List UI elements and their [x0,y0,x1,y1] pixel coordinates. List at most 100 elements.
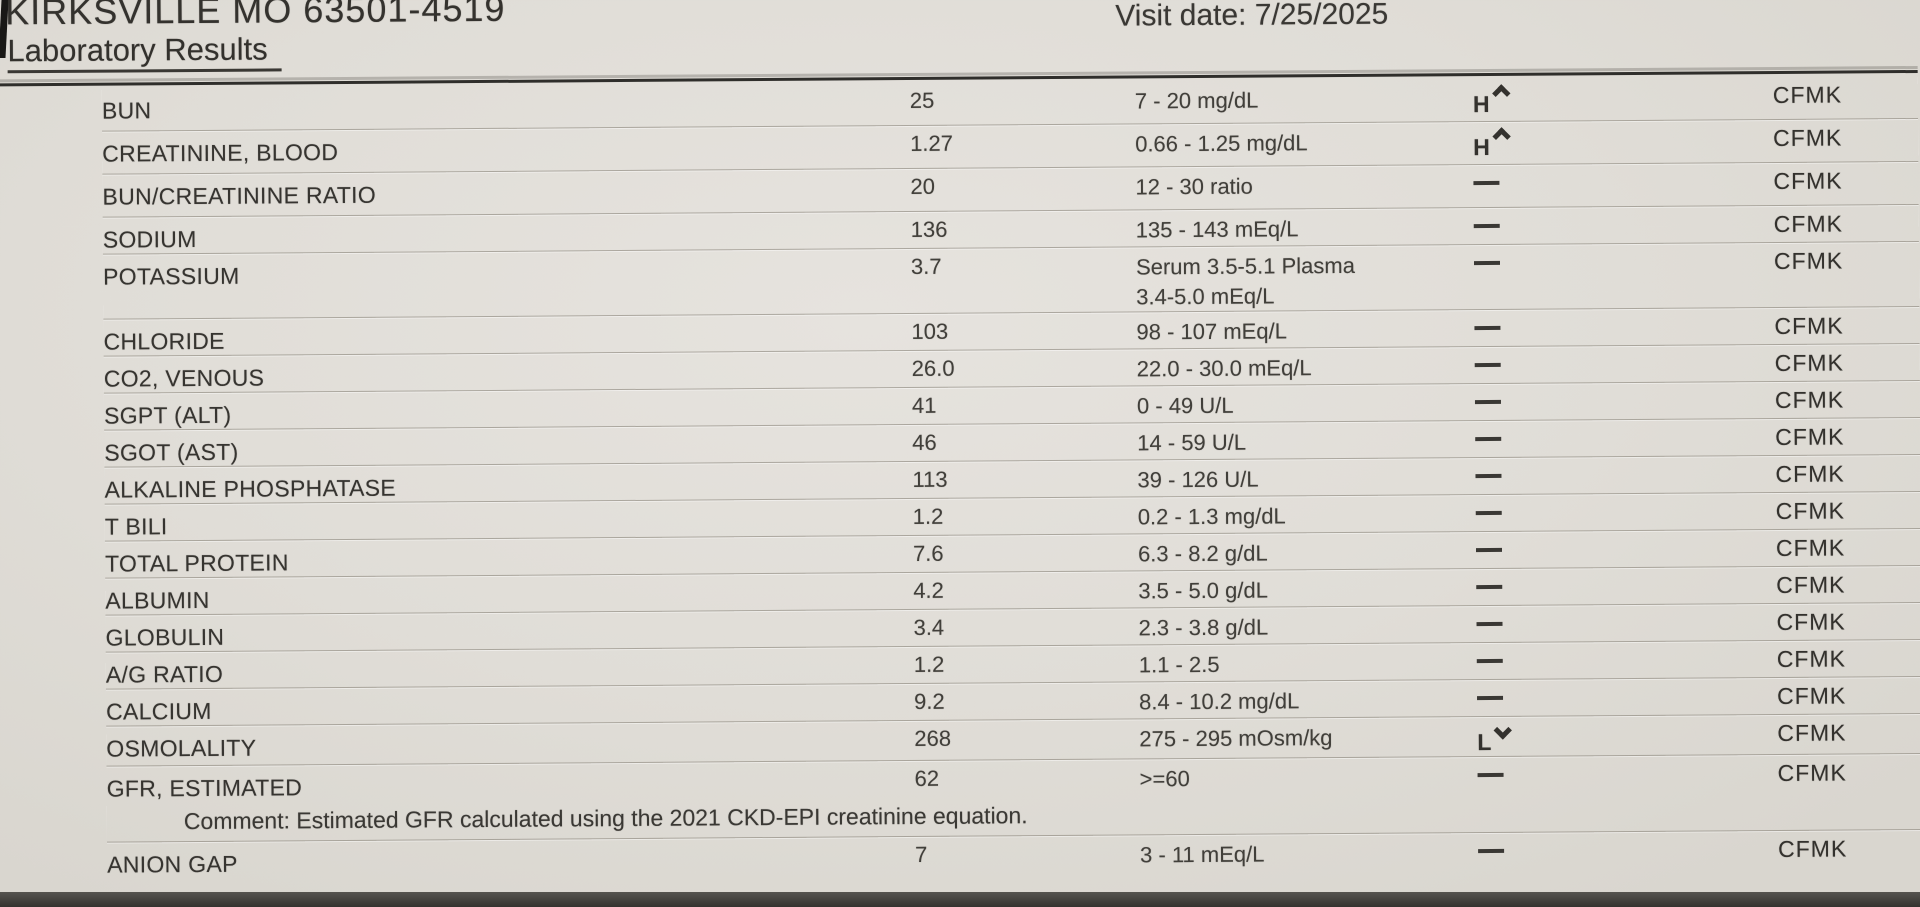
location-code: CFMK [1774,386,1845,414]
dash-icon [1478,849,1505,854]
test-name: ALBUMIN [105,587,210,615]
lab-results-table: BUN 25 7 - 20 mg/dL H CFMK CREATININE, B… [101,75,1920,889]
reference-range-line1: >=60 [1139,766,1190,792]
result-value: 3.7 [910,253,942,280]
table-row: GFR, ESTIMATED 62 >=60 CFMK Comment: Est… [106,754,1920,844]
dash-icon [1475,511,1502,516]
location-code: CFMK [1773,210,1843,237]
abnormal-flag: H [1465,126,1625,161]
abnormal-flag [1469,761,1629,778]
result-value: 1.2 [912,504,944,530]
test-name: GLOBULIN [105,624,225,652]
reference-range: 22.0 - 30.0 mEq/L [1137,353,1467,385]
reference-range: 0 - 49 U/L [1137,390,1467,422]
reference-range: 98 - 107 mEq/L [1136,316,1466,348]
reference-range-line1: 2.3 - 3.8 g/dL [1138,614,1269,641]
clinic-address-line: KIRKSVILLE MO 63501-4519 [5,0,506,33]
result-value: 26.0 [911,356,955,382]
dash-icon [1475,548,1503,553]
abnormal-flag [1465,169,1625,186]
abnormal-flag [1469,684,1629,701]
abnormal-flag: L [1469,721,1629,756]
test-name: ANION GAP [107,851,238,879]
abnormal-flag [1468,499,1628,516]
result-value: 113 [912,467,948,493]
result-value: 136 [910,216,948,243]
dash-icon [1477,773,1504,778]
dash-icon [1475,437,1502,442]
reference-range: 1.1 - 2.5 [1139,648,1469,680]
dash-icon [1477,696,1504,701]
reference-range: 135 - 143 mEq/L [1136,213,1466,245]
reference-range-line1: 0.66 - 1.25 mg/dL [1135,130,1308,157]
reference-range: 14 - 59 U/L [1137,427,1467,459]
abnormal-flag [1468,610,1628,627]
location-code: CFMK [1776,645,1847,673]
flag-letter: H [1473,133,1490,161]
result-value: 4.2 [913,578,944,604]
dash-icon [1476,585,1503,590]
abnormal-flag [1466,314,1626,331]
reference-range-line1: 3.5 - 5.0 g/dL [1138,577,1269,604]
location-code: CFMK [1775,534,1846,562]
dash-icon [1474,400,1501,405]
location-code: CFMK [1772,81,1843,108]
reference-range: 7 - 20 mg/dL [1135,84,1465,116]
reference-range-line1: 3 - 11 mEq/L [1140,841,1265,868]
reference-range-line1: 98 - 107 mEq/L [1136,318,1287,345]
location-code: CFMK [1775,497,1845,525]
test-name: SODIUM [102,225,197,253]
location-code: CFMK [1775,460,1845,488]
reference-range: 3.5 - 5.0 g/dL [1138,575,1468,607]
dash-icon [1473,180,1500,186]
reference-range: 2.3 - 3.8 g/dL [1138,612,1468,644]
test-name: BUN [101,97,152,124]
abnormal-flag [1468,573,1628,590]
reference-range: 6.3 - 8.2 g/dL [1138,538,1468,570]
reference-range: Serum 3.5-5.1 Plasma 3.4-5.0 mEq/L [1136,250,1466,312]
flag-letter: L [1477,729,1492,756]
abnormal-flag [1466,212,1626,229]
location-code: CFMK [1776,682,1847,710]
reference-range-line1: 1.1 - 2.5 [1138,652,1220,678]
abnormal-flag [1467,388,1627,405]
abnormal-flag [1469,647,1629,664]
location-code: CFMK [1773,167,1843,194]
location-code: CFMK [1777,719,1847,747]
dash-icon [1474,363,1501,368]
result-value: 1.27 [910,130,954,157]
result-value: 7 [915,842,928,868]
result-value: 103 [911,319,949,345]
reference-range: 275 - 295 mOsm/kg [1139,722,1469,754]
result-value: 46 [912,430,937,456]
dash-icon [1476,622,1503,627]
reference-range-line1: 6.3 - 8.2 g/dL [1137,540,1268,567]
test-name: CO2, VENOUS [103,364,265,393]
visit-date: Visit date: 7/25/2025 [1115,0,1389,33]
reference-range: 8.4 - 10.2 mg/dL [1139,685,1469,717]
reference-range-line1: 135 - 143 mEq/L [1135,216,1299,243]
dash-icon [1474,326,1501,331]
result-value: 25 [909,87,935,114]
reference-range: 3 - 11 mEq/L [1140,838,1470,870]
abnormal-flag [1466,249,1626,266]
test-name: CREATININE, BLOOD [102,139,339,167]
test-name: CHLORIDE [103,328,225,356]
reference-range-line1: 8.4 - 10.2 mg/dL [1138,688,1300,715]
dash-icon [1473,223,1500,229]
caret-up-icon [1492,127,1511,146]
reference-range: 0.66 - 1.25 mg/dL [1135,127,1465,159]
test-name: ALKALINE PHOSPHATASE [104,474,397,504]
location-code: CFMK [1774,312,1844,340]
reference-range-line1: 22.0 - 30.0 mEq/L [1136,355,1312,382]
result-value: 9.2 [913,689,945,715]
reference-range-line1: Serum 3.5-5.1 Plasma [1135,252,1355,280]
result-value: 41 [911,393,937,419]
reference-range-line1: 0 - 49 U/L [1136,393,1234,419]
test-name: POTASSIUM [102,262,240,290]
location-code: CFMK [1778,835,1848,863]
result-value: 1.2 [913,652,945,678]
abnormal-flag [1467,462,1627,479]
test-name: A/G RATIO [105,661,224,689]
